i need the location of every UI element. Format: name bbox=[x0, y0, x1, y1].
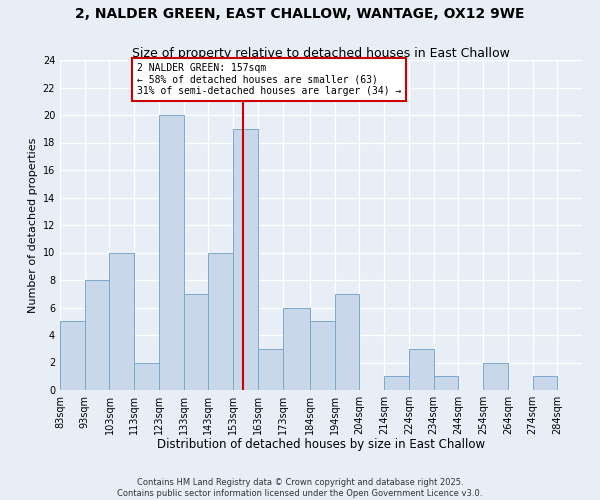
Text: 2 NALDER GREEN: 157sqm
← 58% of detached houses are smaller (63)
31% of semi-det: 2 NALDER GREEN: 157sqm ← 58% of detached… bbox=[137, 62, 401, 96]
Bar bbox=[159, 115, 184, 390]
Bar bbox=[283, 308, 310, 390]
Bar bbox=[208, 252, 233, 390]
Bar bbox=[434, 376, 458, 390]
Bar bbox=[233, 128, 258, 390]
Bar bbox=[335, 294, 359, 390]
Bar bbox=[310, 322, 335, 390]
Bar bbox=[184, 294, 208, 390]
Bar bbox=[134, 362, 159, 390]
Bar bbox=[258, 349, 283, 390]
Bar bbox=[483, 362, 508, 390]
Bar bbox=[533, 376, 557, 390]
X-axis label: Distribution of detached houses by size in East Challow: Distribution of detached houses by size … bbox=[157, 438, 485, 452]
Text: 2, NALDER GREEN, EAST CHALLOW, WANTAGE, OX12 9WE: 2, NALDER GREEN, EAST CHALLOW, WANTAGE, … bbox=[75, 8, 525, 22]
Bar bbox=[409, 349, 434, 390]
Title: Size of property relative to detached houses in East Challow: Size of property relative to detached ho… bbox=[132, 47, 510, 60]
Bar bbox=[109, 252, 134, 390]
Bar bbox=[60, 322, 85, 390]
Y-axis label: Number of detached properties: Number of detached properties bbox=[28, 138, 38, 312]
Bar bbox=[85, 280, 109, 390]
Bar bbox=[384, 376, 409, 390]
Text: Contains HM Land Registry data © Crown copyright and database right 2025.
Contai: Contains HM Land Registry data © Crown c… bbox=[118, 478, 482, 498]
